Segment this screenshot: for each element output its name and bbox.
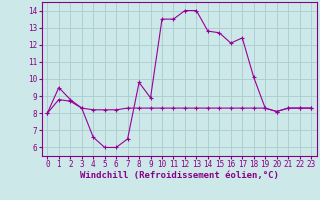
- X-axis label: Windchill (Refroidissement éolien,°C): Windchill (Refroidissement éolien,°C): [80, 171, 279, 180]
